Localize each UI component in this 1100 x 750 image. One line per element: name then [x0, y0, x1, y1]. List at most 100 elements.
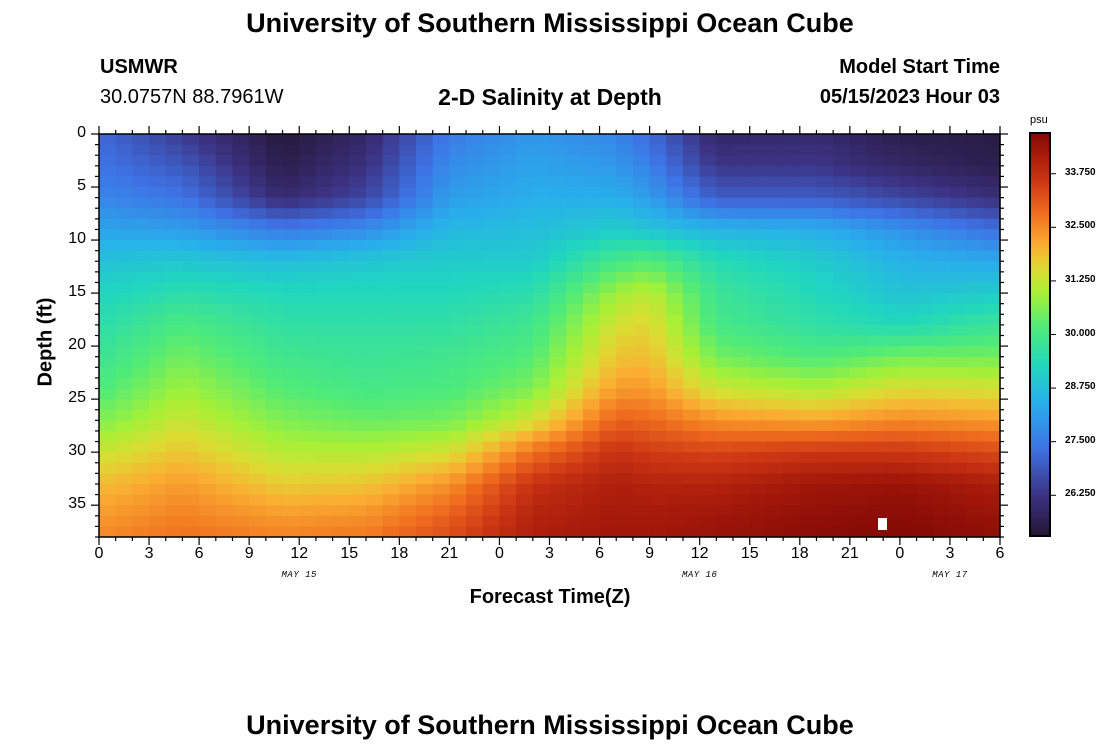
heatmap-cell	[115, 441, 133, 453]
heatmap-cell	[365, 335, 384, 347]
heatmap-cell	[933, 282, 951, 294]
heatmap-cell	[399, 176, 417, 188]
heatmap-cell	[132, 271, 150, 284]
heatmap-cell	[165, 218, 184, 231]
heatmap-cell	[949, 494, 968, 506]
heatmap-cell	[666, 420, 684, 432]
heatmap-cell	[232, 314, 250, 326]
heatmap-cell	[416, 261, 434, 273]
heatmap-cell	[649, 420, 667, 432]
heatmap-cell	[416, 420, 434, 432]
heatmap-cell	[115, 452, 133, 464]
heatmap-cell	[516, 197, 534, 209]
heatmap-cell	[749, 335, 768, 347]
heatmap-cell	[733, 303, 751, 315]
heatmap-cell	[299, 462, 317, 474]
heatmap-cell	[265, 420, 284, 432]
heatmap-cell	[733, 452, 751, 464]
heatmap-cell	[165, 271, 184, 284]
heatmap-cell	[215, 250, 234, 262]
heatmap-cell	[416, 218, 434, 231]
heatmap-cell	[949, 261, 968, 273]
heatmap-cell	[566, 134, 584, 146]
heatmap-cell	[733, 377, 751, 390]
heatmap-cell	[249, 441, 267, 453]
heatmap-cell	[883, 388, 901, 400]
heatmap-cell	[516, 399, 534, 411]
heatmap-cell	[649, 483, 667, 496]
heatmap-cell	[916, 335, 934, 347]
heatmap-cell	[582, 165, 601, 178]
heatmap-cell	[916, 250, 934, 262]
heatmap-cell	[132, 197, 150, 209]
heatmap-cell	[983, 144, 1001, 156]
heatmap-cell	[582, 271, 601, 284]
heatmap-cell	[332, 462, 350, 474]
heatmap-cell	[315, 441, 334, 453]
heatmap-cell	[616, 346, 634, 358]
heatmap-cell	[582, 176, 601, 188]
heatmap-cell	[549, 346, 567, 358]
heatmap-cell	[766, 441, 784, 453]
heatmap-cell	[416, 165, 434, 178]
heatmap-cell	[682, 282, 701, 294]
heatmap-cell	[315, 155, 334, 167]
heatmap-cell	[182, 441, 200, 453]
heatmap-cell	[516, 377, 534, 390]
heatmap-cell	[199, 324, 217, 337]
heatmap-cell	[733, 176, 751, 188]
heatmap-cell	[716, 271, 734, 284]
heatmap-cell	[365, 367, 384, 379]
heatmap-cell	[532, 282, 551, 294]
heatmap-cell	[499, 388, 517, 400]
heatmap-cell	[949, 324, 968, 337]
heatmap-cell	[149, 526, 167, 538]
heatmap-cell	[399, 494, 417, 506]
heatmap-cell	[749, 473, 768, 485]
heatmap-cell	[566, 505, 584, 517]
heatmap-cell	[966, 271, 984, 284]
heatmap-cell	[866, 155, 884, 167]
heatmap-cell	[799, 314, 818, 326]
heatmap-cell	[365, 409, 384, 421]
heatmap-cell	[933, 367, 951, 379]
heatmap-cell	[816, 144, 834, 156]
heatmap-cell	[632, 483, 651, 496]
heatmap-cell	[649, 409, 667, 421]
heatmap-cell	[733, 430, 751, 443]
heatmap-cell	[883, 134, 901, 146]
heatmap-cell	[716, 441, 734, 453]
heatmap-cell	[516, 335, 534, 347]
heatmap-cell	[149, 388, 167, 400]
heatmap-cell	[466, 505, 484, 517]
heatmap-cell	[749, 314, 768, 326]
heatmap-cell	[616, 197, 634, 209]
heatmap-cell	[666, 388, 684, 400]
heatmap-cell	[716, 155, 734, 167]
heatmap-cell	[632, 335, 651, 347]
heatmap-cell	[516, 441, 534, 453]
heatmap-cell	[349, 388, 367, 400]
heatmap-cell	[399, 303, 417, 315]
heatmap-cell	[399, 240, 417, 252]
heatmap-cell	[883, 208, 901, 220]
heatmap-cell	[349, 197, 367, 209]
heatmap-cell	[799, 197, 818, 209]
heatmap-cell	[549, 494, 567, 506]
heatmap-cell	[849, 208, 868, 220]
heatmap-cell	[666, 197, 684, 209]
heatmap-cell	[983, 441, 1001, 453]
heatmap-cell	[899, 462, 918, 474]
heatmap-cell	[816, 155, 834, 167]
heatmap-cell	[132, 314, 150, 326]
heatmap-cell	[182, 155, 200, 167]
heatmap-cell	[966, 197, 984, 209]
heatmap-cell	[933, 208, 951, 220]
heatmap-cell	[532, 473, 551, 485]
heatmap-cell	[516, 515, 534, 527]
heatmap-cell	[365, 399, 384, 411]
heatmap-cell	[199, 430, 217, 443]
heatmap-cell	[649, 240, 667, 252]
heatmap-cell	[182, 314, 200, 326]
heatmap-cell	[332, 293, 350, 305]
